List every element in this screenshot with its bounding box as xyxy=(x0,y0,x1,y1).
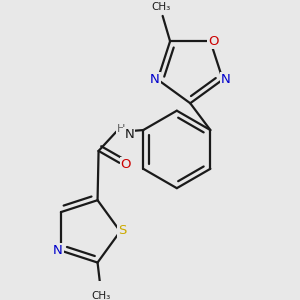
Text: N: N xyxy=(124,128,134,141)
Text: N: N xyxy=(221,73,231,86)
Text: O: O xyxy=(208,35,219,48)
Text: O: O xyxy=(121,158,131,171)
Text: N: N xyxy=(53,244,63,257)
Text: H: H xyxy=(117,124,125,134)
Text: CH₃: CH₃ xyxy=(152,2,171,12)
Text: S: S xyxy=(118,224,127,237)
Text: N: N xyxy=(150,73,160,86)
Text: CH₃: CH₃ xyxy=(91,291,110,300)
